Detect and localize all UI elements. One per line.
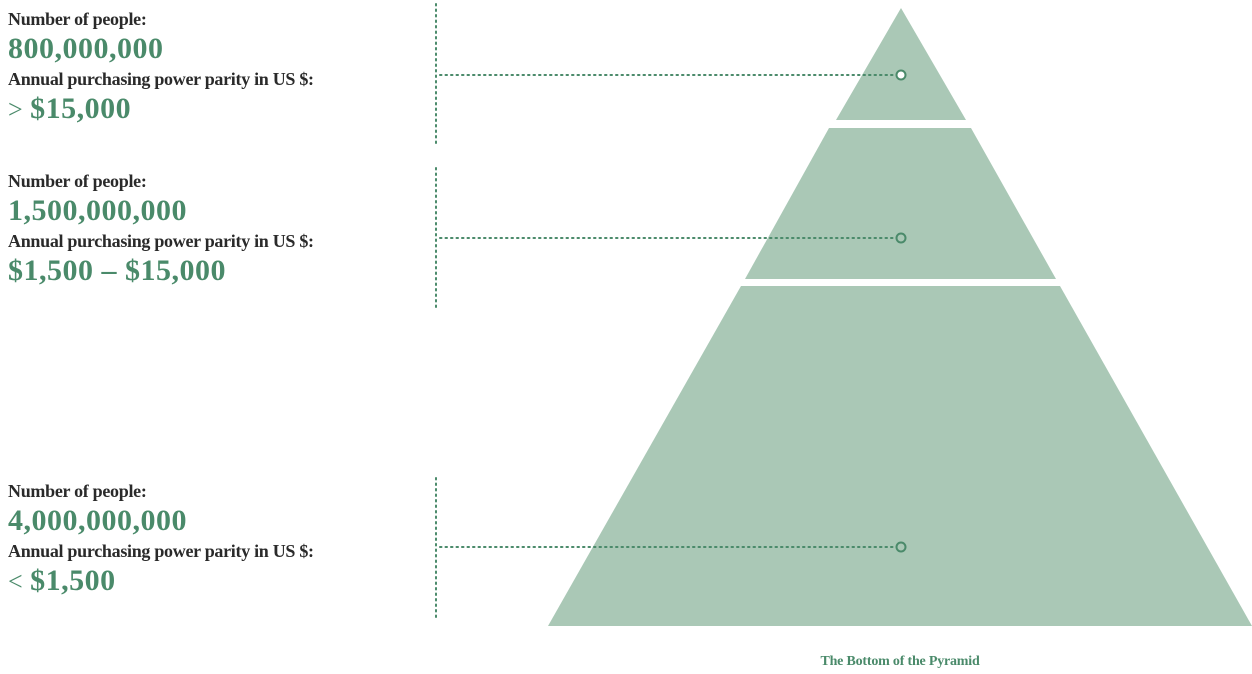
ppp-label: Annual purchasing power parity in US $: — [8, 69, 314, 89]
tier-info-bottom: Number of people: 4,000,000,000 Annual p… — [8, 480, 314, 601]
tier-info-top: Number of people: 800,000,000 Annual pur… — [8, 8, 314, 129]
ppp-amount: $1,500 – $15,000 — [8, 254, 226, 287]
people-label: Number of people: — [8, 9, 147, 29]
pyramid-tier-bottom — [548, 286, 1252, 626]
people-value: 4,000,000,000 — [8, 504, 187, 537]
people-label: Number of people: — [8, 171, 147, 191]
marker-circle-middle — [895, 232, 907, 244]
tier-info-middle: Number of people: 1,500,000,000 Annual p… — [8, 170, 314, 291]
ppp-value: < $1,500 — [8, 562, 314, 601]
pyramid-tier-top — [836, 8, 966, 120]
marker-circle-bottom — [895, 541, 907, 553]
ppp-prefix: > — [8, 95, 31, 124]
ppp-label: Annual purchasing power parity in US $: — [8, 541, 314, 561]
ppp-label: Annual purchasing power parity in US $: — [8, 231, 314, 251]
people-value: 1,500,000,000 — [8, 194, 187, 227]
ppp-value: > $15,000 — [8, 90, 314, 129]
people-value: 800,000,000 — [8, 32, 164, 65]
marker-circle-top — [895, 69, 907, 81]
ppp-amount: $1,500 — [30, 564, 116, 597]
ppp-amount: $15,000 — [30, 92, 132, 125]
pyramid-tier-middle — [745, 128, 1056, 279]
diagram-caption: The Bottom of the Pyramid — [820, 654, 980, 669]
ppp-value: $1,500 – $15,000 — [8, 252, 314, 291]
ppp-prefix: < — [8, 567, 31, 596]
people-label: Number of people: — [8, 481, 147, 501]
